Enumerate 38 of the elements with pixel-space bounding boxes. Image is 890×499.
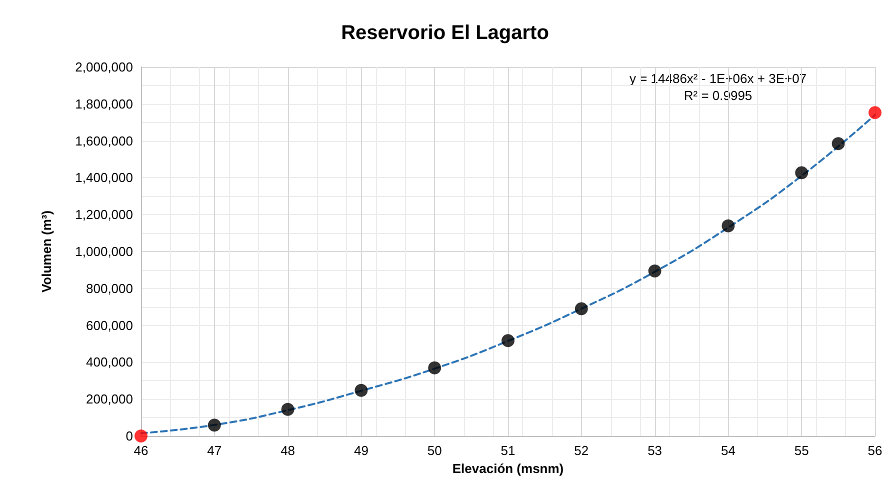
y-tick-label: 2,000,000 <box>75 60 133 74</box>
point <box>428 361 442 374</box>
x-tick-label: 50 <box>427 443 442 458</box>
point <box>354 384 368 397</box>
point <box>134 430 148 442</box>
y-tick-label: 1,800,000 <box>75 96 133 112</box>
x-tick-label: 51 <box>500 443 516 458</box>
point <box>574 302 588 316</box>
y-tick-label: 1,200,000 <box>75 207 133 222</box>
y-axis-title: Volumen (m³) <box>39 210 54 293</box>
x-tick-label: 54 <box>720 443 736 458</box>
y-tick-label: 600,000 <box>86 318 133 333</box>
y-tick-label: 1,000,000 <box>75 244 133 259</box>
y-tick-label: 0 <box>126 428 133 444</box>
x-tick-label: 52 <box>574 443 589 458</box>
y-tick-label: 200,000 <box>86 392 133 407</box>
point <box>795 166 808 180</box>
point <box>868 106 882 120</box>
x-tick-label: 53 <box>648 443 662 458</box>
point <box>208 418 221 432</box>
x-tick-label: 49 <box>354 443 368 458</box>
chart-title: Reservorio El Lagarto <box>341 22 549 44</box>
x-axis-title: Elevación (msnm) <box>452 460 564 476</box>
point <box>281 402 294 416</box>
x-tick-label: 46 <box>134 443 148 458</box>
x-tick-label: 55 <box>794 443 809 458</box>
point <box>722 219 735 232</box>
x-tick-label: 56 <box>868 443 882 458</box>
point <box>648 264 662 278</box>
y-tick-label: 1,400,000 <box>75 170 133 186</box>
annotation: R² = 0.9995 <box>684 88 752 103</box>
x-tick-label: 47 <box>207 443 222 458</box>
y-tick-label: 1,600,000 <box>75 133 133 148</box>
y-tick-label: 400,000 <box>86 354 133 370</box>
y-tick-label: 800,000 <box>86 280 133 296</box>
x-tick-label: 48 <box>280 443 296 458</box>
point <box>832 137 845 150</box>
point <box>502 334 514 348</box>
